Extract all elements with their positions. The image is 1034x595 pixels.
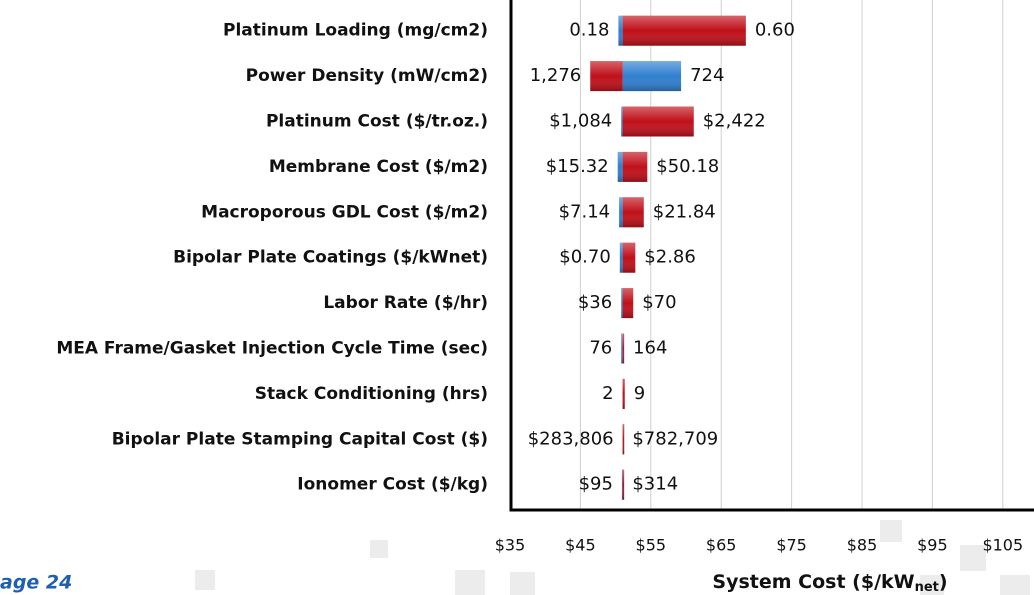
bar-shade [590, 61, 623, 92]
background-tiles [195, 520, 1030, 595]
value-label: $70 [642, 292, 676, 313]
bar-group [622, 106, 694, 137]
category-label: Membrane Cost ($/m2) [269, 157, 488, 177]
bar-group [621, 288, 623, 319]
bar-shade [619, 242, 623, 273]
x-axis-label-text: System Cost ($/kW [712, 571, 914, 593]
category-label: Bipolar Plate Stamping Capital Cost ($) [112, 429, 488, 449]
bar-group [622, 333, 625, 364]
bar-group [590, 61, 623, 92]
bar-shade [622, 333, 625, 364]
bar-shade [621, 106, 623, 137]
bar-group [618, 15, 623, 46]
bar-shade [622, 424, 625, 455]
value-label: 0.18 [569, 20, 609, 41]
bar-group [622, 15, 746, 46]
bar-shade [621, 333, 623, 364]
category-label: Platinum Cost ($/tr.oz.) [266, 112, 488, 132]
bar-group [621, 333, 623, 364]
value-label: 724 [690, 65, 724, 86]
bars [590, 15, 746, 500]
value-label: $95 [579, 474, 613, 495]
value-label: $15.32 [546, 156, 609, 177]
value-label: $782,709 [632, 428, 718, 449]
bar-shade [622, 242, 636, 273]
value-label: $2.86 [644, 247, 696, 268]
value-label: $7.14 [559, 201, 611, 222]
category-label: Stack Conditioning (hrs) [255, 384, 488, 404]
bar-group [622, 197, 644, 228]
value-label: 9 [634, 383, 645, 404]
category-label: Labor Rate ($/hr) [323, 293, 488, 313]
value-label: 1,276 [530, 65, 582, 86]
plot-frame [509, 0, 1034, 512]
bar-shade [621, 288, 623, 319]
value-label: $50.18 [656, 156, 719, 177]
bar-shade [617, 151, 623, 182]
category-label: Ionomer Cost ($/kg) [297, 475, 488, 495]
bar-shade [619, 197, 623, 228]
value-label: 2 [602, 383, 613, 404]
category-label: MEA Frame/Gasket Injection Cycle Time (s… [56, 339, 488, 359]
bar-group [622, 424, 625, 455]
bar-group [617, 151, 623, 182]
value-label: $21.84 [653, 201, 716, 222]
bar-shade [622, 106, 694, 137]
bar-group [622, 288, 634, 319]
bar-shade [622, 15, 746, 46]
bar-group [619, 242, 623, 273]
x-tick-label: $65 [706, 536, 737, 555]
category-label: Platinum Loading (mg/cm2) [223, 21, 488, 41]
page-number: age 24 [0, 572, 72, 594]
x-tick-label: $105 [982, 536, 1023, 555]
value-label: $2,422 [703, 111, 766, 132]
category-label: Bipolar Plate Coatings ($/kWnet) [173, 248, 488, 268]
x-tick-label: $45 [565, 536, 596, 555]
x-axis-label-sub: net [915, 580, 939, 595]
category-label: Power Density (mW/cm2) [246, 66, 488, 86]
bar-group [622, 61, 682, 92]
bar-group [622, 151, 648, 182]
bar-group [622, 242, 636, 273]
x-tick-label: $95 [917, 536, 948, 555]
value-label: $1,084 [549, 111, 612, 132]
bar-group [622, 378, 625, 409]
value-label: 76 [589, 338, 612, 359]
bar-shade [618, 15, 623, 46]
bar-group [622, 469, 625, 500]
x-tick-label: $85 [847, 536, 878, 555]
bar-group [621, 106, 623, 137]
value-label: $283,806 [528, 428, 614, 449]
bar-shade [622, 288, 634, 319]
value-label: $0.70 [559, 247, 611, 268]
value-label: 164 [633, 338, 667, 359]
x-tick-label: $55 [636, 536, 667, 555]
bar-shade [622, 151, 648, 182]
bar-group [619, 197, 623, 228]
bar-shade [622, 197, 644, 228]
category-label: Macroporous GDL Cost ($/m2) [201, 202, 488, 222]
bar-shade [622, 61, 682, 92]
x-tick-label: $35 [495, 536, 526, 555]
value-label: $314 [632, 474, 678, 495]
value-label: 0.60 [755, 20, 795, 41]
x-tick-label: $75 [776, 536, 807, 555]
value-label: $36 [578, 292, 612, 313]
bar-shade [622, 469, 625, 500]
x-axis-label-end: ) [939, 571, 948, 593]
x-axis-label: System Cost ($/kWnet) [712, 571, 947, 595]
bar-shade [622, 378, 625, 409]
